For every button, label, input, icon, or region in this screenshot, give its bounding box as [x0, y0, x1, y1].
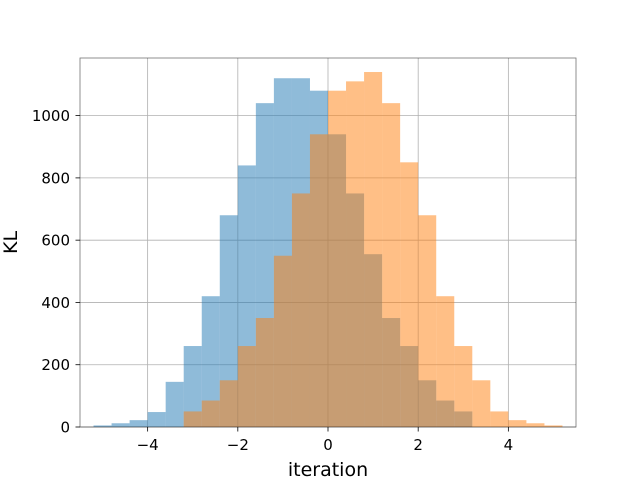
histogram-bar [129, 420, 148, 427]
histogram-bar [237, 346, 256, 427]
y-tick-label: 200 [41, 356, 70, 374]
histogram-bar [93, 425, 112, 427]
histogram-bar [328, 90, 347, 428]
histogram-bar [436, 296, 455, 427]
x-tick-label: 4 [504, 436, 514, 454]
histogram-bar [418, 215, 437, 427]
histogram-bar [255, 318, 274, 427]
x-axis-label: iteration [288, 459, 368, 480]
y-tick-label: 800 [41, 169, 70, 187]
x-tick-label: −2 [227, 436, 249, 454]
x-tick-label: 2 [413, 436, 423, 454]
y-tick-label: 600 [41, 232, 70, 250]
histogram-bar [183, 346, 202, 427]
histogram-bar [364, 72, 383, 427]
histogram-bar [183, 411, 202, 427]
histogram-bar [526, 423, 545, 427]
histogram-bar [147, 412, 166, 427]
axis-ticks: −4 −2 0 2 4 0 200 400 600 800 1000 [32, 107, 513, 454]
histogram-bar [201, 400, 220, 427]
histogram-bar [400, 162, 419, 427]
histogram-bar [201, 296, 220, 427]
y-tick-label: 0 [60, 419, 70, 437]
y-tick-label: 1000 [32, 107, 70, 125]
histogram-bar [165, 381, 184, 427]
histogram-bar [454, 346, 473, 427]
histogram-bars [93, 72, 563, 428]
histogram-bar [291, 193, 310, 427]
histogram-bar [219, 380, 238, 427]
histogram-bar [490, 411, 509, 427]
x-tick-label: −4 [137, 436, 159, 454]
histogram-bar [508, 420, 527, 427]
histogram-bar [472, 380, 491, 427]
series-2 [183, 72, 563, 428]
histogram-bar [346, 81, 365, 427]
histogram-bar [111, 423, 130, 427]
histogram-bar [273, 255, 292, 427]
x-tick-label: 0 [323, 436, 333, 454]
y-axis-label: KL [0, 231, 22, 254]
histogram-bar [309, 134, 328, 427]
histogram-bar [544, 425, 563, 427]
histogram-bar [219, 215, 238, 427]
histogram-bar [382, 103, 401, 427]
y-tick-label: 400 [41, 294, 70, 312]
